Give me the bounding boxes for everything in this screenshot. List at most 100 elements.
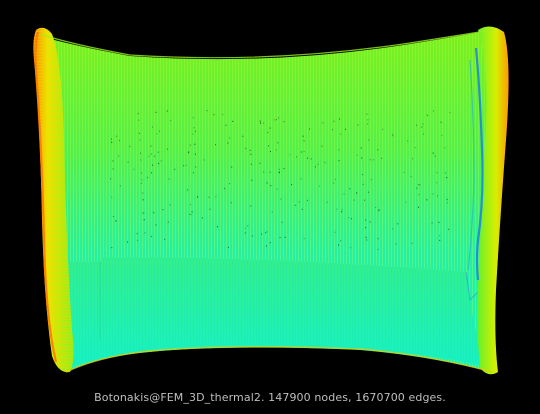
mesh-node-speckle [333, 182, 335, 184]
mesh-node-speckle [426, 199, 428, 201]
mesh-node-speckle [266, 231, 268, 233]
mesh-node-speckle [160, 160, 162, 162]
mesh-node-speckle [143, 219, 145, 221]
mesh-node-speckle [340, 240, 342, 242]
mesh-node-speckle [364, 199, 366, 201]
mesh-node-speckle [416, 124, 418, 126]
mesh-node-speckle [194, 143, 196, 145]
mesh-node-speckle [423, 133, 424, 135]
mesh-node-speckle [247, 225, 249, 227]
mesh-node-speckle [426, 114, 428, 116]
mesh-node-speckle [150, 235, 152, 238]
mesh-node-speckle [438, 221, 440, 223]
mesh-node-speckle [267, 131, 269, 134]
mesh-node-speckle [265, 245, 267, 247]
mesh-node-speckle [283, 121, 285, 123]
mesh-node-speckle [259, 162, 261, 164]
mesh-node-speckle [269, 127, 271, 129]
mesh-node-speckle [275, 149, 277, 151]
mesh-node-speckle [353, 199, 355, 201]
mesh-node-speckle [147, 176, 149, 179]
mesh-node-speckle [154, 155, 156, 157]
mesh-node-speckle [270, 185, 272, 187]
mesh-node-speckle [338, 244, 339, 246]
mesh-node-speckle [294, 204, 296, 206]
mesh-node-speckle [166, 148, 168, 150]
mesh-node-speckle [174, 168, 176, 170]
mesh-node-speckle [115, 220, 117, 222]
mesh-node-speckle [189, 144, 191, 146]
mesh-top-edge [39, 29, 493, 59]
mesh-node-speckle [418, 193, 420, 196]
mesh-node-speckle [348, 217, 350, 219]
mesh-node-speckle [251, 235, 253, 237]
mesh-node-speckle [231, 166, 233, 168]
mesh-node-speckle [362, 183, 364, 185]
mesh-node-speckle [251, 179, 253, 181]
mesh-node-speckle [422, 123, 424, 125]
mesh-node-speckle [227, 246, 229, 248]
mesh-node-speckle [372, 159, 374, 161]
mesh-node-speckle [397, 223, 399, 225]
mesh-node-speckle [153, 212, 155, 214]
mesh-node-speckle [367, 119, 369, 121]
mesh-node-speckle [279, 236, 281, 239]
mesh-node-speckle [309, 128, 310, 130]
mesh-node-speckle [197, 196, 199, 198]
mesh-node-speckle [277, 142, 279, 144]
mesh-node-speckle [217, 226, 218, 228]
mesh-node-speckle [276, 188, 278, 190]
mesh-node-speckle [434, 155, 436, 157]
mesh-node-speckle [315, 166, 316, 168]
mesh-node-speckle [307, 157, 309, 159]
mesh-node-speckle [433, 110, 434, 112]
mesh-node-speckle [369, 221, 371, 223]
mesh-node-speckle [280, 198, 282, 200]
mesh-node-speckle [333, 120, 335, 122]
mesh-node-speckle [317, 163, 319, 165]
mesh-node-speckle [332, 129, 333, 131]
mesh-node-speckle [356, 192, 358, 194]
mesh-node-speckle [157, 151, 159, 153]
mesh-node-speckle [129, 145, 131, 148]
mesh-node-speckle [162, 209, 164, 211]
mesh-node-speckle [263, 122, 265, 124]
mesh-node-speckle [112, 215, 114, 218]
mesh-node-speckle [356, 154, 358, 156]
mesh-node-speckle [140, 159, 142, 161]
mesh-node-speckle [222, 113, 224, 116]
mesh-node-speckle [403, 171, 405, 173]
mesh-node-speckle [119, 185, 121, 187]
mesh-node-speckle [201, 217, 203, 219]
mesh-node-speckle [437, 195, 438, 197]
mesh-node-speckle [250, 153, 252, 155]
mesh-node-speckle [152, 164, 154, 166]
mesh-node-speckle [407, 140, 409, 142]
mesh-node-speckle [232, 120, 234, 122]
mesh-node-speckle [168, 178, 170, 180]
mesh-node-speckle [306, 199, 308, 201]
mesh-node-speckle [209, 208, 211, 210]
mesh-node-speckle [138, 132, 140, 134]
mesh-node-speckle [436, 171, 438, 174]
mesh-node-speckle [193, 172, 194, 174]
mesh-node-speckle [392, 228, 394, 230]
mesh-node-speckle [334, 178, 336, 180]
mesh-node-speckle [242, 135, 244, 137]
mesh-node-speckles [110, 110, 451, 250]
mesh-node-speckle [137, 112, 139, 115]
mesh-node-speckle [378, 209, 380, 211]
mesh-right-seam-inner [467, 59, 475, 271]
mesh-node-speckle [119, 139, 120, 141]
mesh-node-speckle [260, 122, 261, 124]
mesh-node-speckle [375, 207, 377, 209]
mesh-node-speckle [137, 239, 139, 241]
mesh-node-speckle [269, 242, 271, 244]
mesh-node-speckle [185, 164, 187, 166]
mesh-node-speckle [446, 198, 448, 201]
mesh-node-speckle [265, 232, 267, 234]
mesh-node-speckle [191, 211, 193, 213]
mesh-node-speckle [444, 147, 446, 149]
mesh-node-speckle [127, 241, 128, 243]
mesh-node-speckle [301, 208, 303, 210]
